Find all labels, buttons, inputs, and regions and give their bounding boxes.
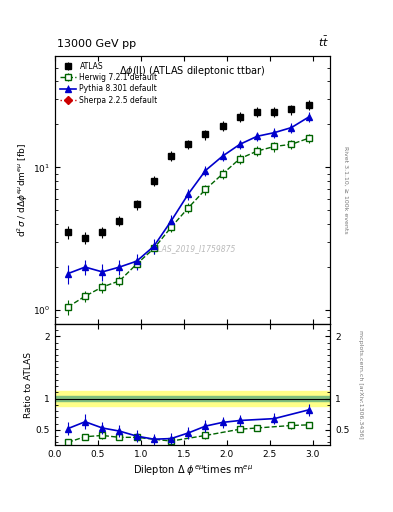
Y-axis label: Ratio to ATLAS: Ratio to ATLAS bbox=[24, 352, 33, 418]
Text: 13000 GeV pp: 13000 GeV pp bbox=[57, 38, 136, 49]
Bar bbox=[55, 391, 330, 406]
Y-axis label: mcplots.cern.ch [arXiv:1306.3436]: mcplots.cern.ch [arXiv:1306.3436] bbox=[358, 330, 363, 439]
X-axis label: Dilepton $\Delta$ $\phi^{e\mu}$times m$^{e\mu}$: Dilepton $\Delta$ $\phi^{e\mu}$times m$^… bbox=[132, 463, 253, 478]
Text: $\Delta\phi$(ll) (ATLAS dileptonic ttbar): $\Delta\phi$(ll) (ATLAS dileptonic ttbar… bbox=[119, 65, 266, 78]
Text: $t\bar{t}$: $t\bar{t}$ bbox=[318, 34, 329, 49]
Legend: ATLAS, Herwig 7.2.1 default, Pythia 8.301 default, Sherpa 2.2.5 default: ATLAS, Herwig 7.2.1 default, Pythia 8.30… bbox=[58, 59, 160, 107]
Text: ATLAS_2019_I1759875: ATLAS_2019_I1759875 bbox=[149, 244, 236, 253]
Y-axis label: d$^2\sigma$ / d$\Delta\phi^{e\mu}$dm$^{e\mu}$ [fb]: d$^2\sigma$ / d$\Delta\phi^{e\mu}$dm$^{e… bbox=[16, 143, 30, 237]
Y-axis label: Rivet 3.1.10, ≥ 100k events: Rivet 3.1.10, ≥ 100k events bbox=[343, 146, 348, 234]
Bar bbox=[55, 396, 330, 401]
